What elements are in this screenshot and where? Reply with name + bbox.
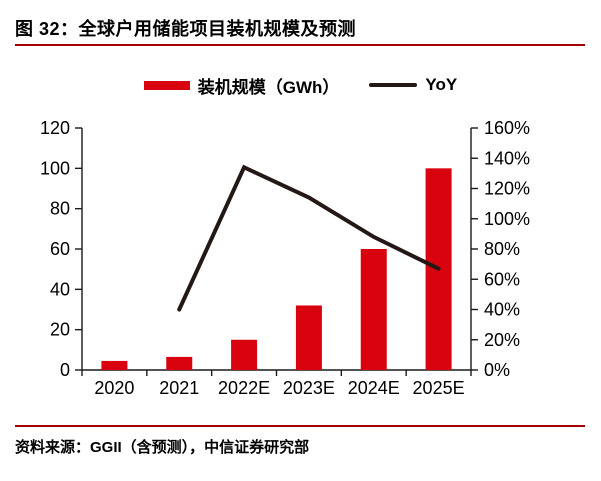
- right-axis-tick-label: 20%: [484, 330, 520, 350]
- right-axis-tick-label: 140%: [484, 148, 530, 168]
- legend-line-label: YoY: [425, 75, 458, 94]
- title-rule: [15, 44, 585, 46]
- legend-bar-label: 装机规模（GWh）: [197, 77, 340, 97]
- right-axis-tick-label: 80%: [484, 239, 520, 259]
- left-axis-tick-label: 20: [50, 320, 70, 340]
- left-axis-tick-label: 120: [40, 118, 70, 138]
- source-text: 资料来源：GGII（含预测），中信证券研究部: [15, 439, 310, 456]
- x-axis-category-label: 2024E: [348, 378, 400, 398]
- left-axis-tick-label: 40: [50, 279, 70, 299]
- left-axis-tick-label: 100: [40, 158, 70, 178]
- right-axis-tick-label: 40%: [484, 300, 520, 320]
- left-axis-tick-label: 60: [50, 239, 70, 259]
- right-axis-tick-label: 160%: [484, 118, 530, 138]
- right-axis-tick-label: 100%: [484, 209, 530, 229]
- right-axis-tick-label: 120%: [484, 179, 530, 199]
- right-axis-tick-label: 0%: [484, 360, 510, 380]
- bar-swatch-icon: [143, 80, 190, 90]
- figure-title: 图 32：全球户用储能项目装机规模及预测: [15, 19, 357, 39]
- bar-2022E: [231, 339, 258, 370]
- x-axis-category-label: 2022E: [218, 378, 270, 398]
- line-swatch-icon: [369, 83, 418, 87]
- bar-2023E: [295, 305, 322, 370]
- x-axis-category-label: 2020: [94, 378, 134, 398]
- x-axis-category-label: 2025E: [413, 378, 465, 398]
- legend-item-yoy: YoY: [369, 75, 457, 95]
- source-rule: [15, 425, 585, 427]
- bar-2021: [166, 356, 193, 370]
- chart-legend: 装机规模（GWh） YoY: [0, 73, 601, 98]
- yoy-line: [177, 164, 441, 312]
- x-axis-category-label: 2023E: [283, 378, 335, 398]
- x-axis-category-label: 2021: [159, 378, 199, 398]
- right-axis-tick-label: 60%: [484, 269, 520, 289]
- bar-2020: [101, 360, 128, 370]
- legend-item-installed-capacity: 装机规模（GWh）: [143, 73, 340, 98]
- bar-2024E: [360, 249, 387, 370]
- left-axis-tick-label: 80: [50, 199, 70, 219]
- left-axis-tick-label: 0: [60, 360, 70, 380]
